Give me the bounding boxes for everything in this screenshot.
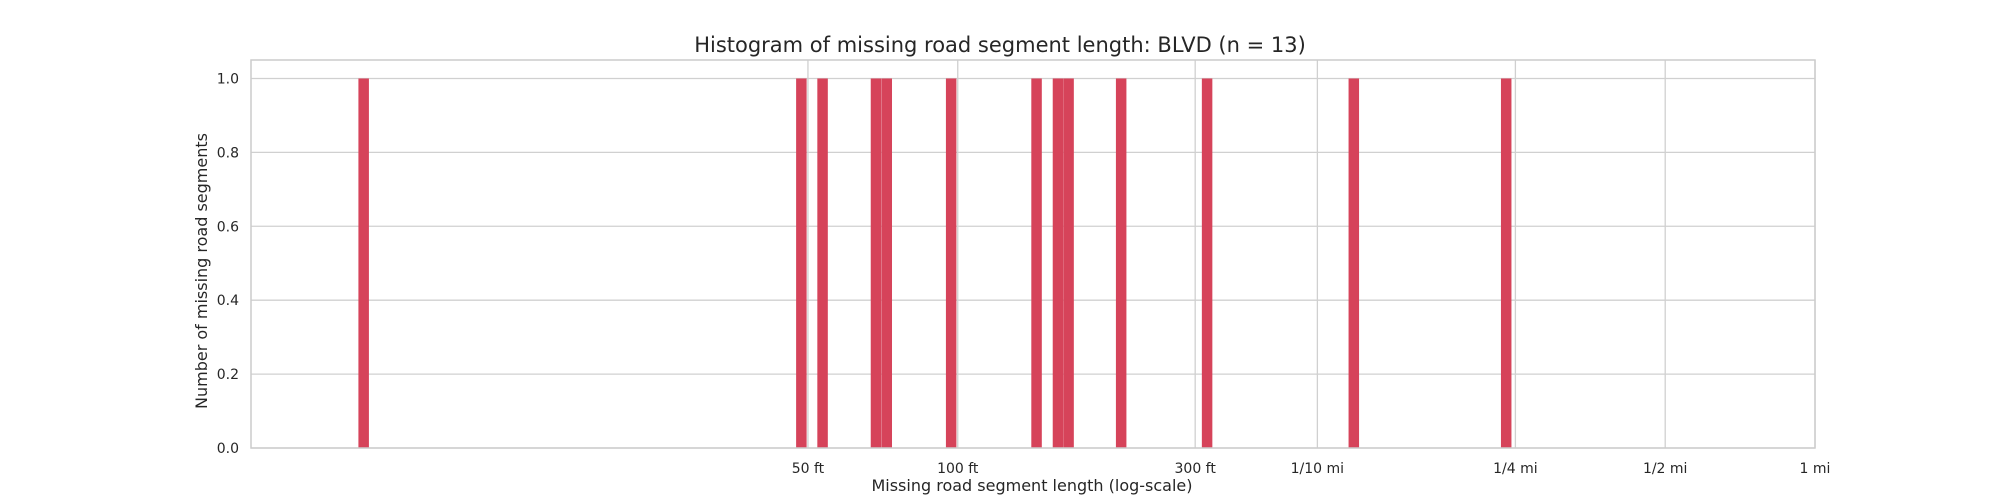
histogram-bar [945, 78, 957, 448]
histogram-bar [881, 78, 893, 448]
y-tick-label: 0.4 [217, 293, 239, 309]
histogram-bar [1031, 78, 1042, 448]
histogram-bar [1052, 78, 1064, 448]
histogram-bar [1348, 78, 1360, 448]
y-tick-label: 1.0 [217, 71, 239, 87]
x-tick-labels: 50 ft 100 ft 300 ft 1/10 mi 1/4 mi 1/2 mi 1 mi [792, 461, 1831, 477]
histogram-bar [1115, 78, 1127, 448]
histogram-bar [870, 78, 882, 448]
y-tick-labels: 0.0 0.2 0.4 0.6 0.8 1.0 [217, 71, 239, 457]
x-tick-label: 1 mi [1800, 461, 1831, 477]
x-tick-label: 50 ft [792, 461, 825, 477]
y-tick-label: 0.8 [217, 145, 239, 161]
x-tick-label: 1/2 mi [1643, 461, 1688, 477]
chart-title: Histogram of missing road segment length… [694, 33, 1306, 57]
histogram-bar [817, 78, 828, 448]
bars [358, 78, 1512, 448]
histogram-bar [358, 78, 369, 448]
histogram-bar [1500, 78, 1512, 448]
y-tick-label: 0.2 [217, 367, 239, 383]
x-tick-label: 300 ft [1175, 461, 1217, 477]
plot-area-frame [250, 59, 1816, 449]
y-axis-label: Number of missing road segments [192, 133, 211, 409]
x-axis-label: Missing road segment length (log-scale) [871, 476, 1192, 495]
x-tick-label: 100 ft [937, 461, 979, 477]
x-tick-label: 1/4 mi [1493, 461, 1538, 477]
y-tick-label: 0.6 [217, 219, 239, 235]
histogram-bar [1201, 78, 1213, 448]
x-tick-label: 1/10 mi [1291, 461, 1344, 477]
histogram-bar [796, 78, 807, 448]
y-tick-label: 0.0 [217, 441, 239, 457]
histogram-bar [1063, 78, 1074, 448]
